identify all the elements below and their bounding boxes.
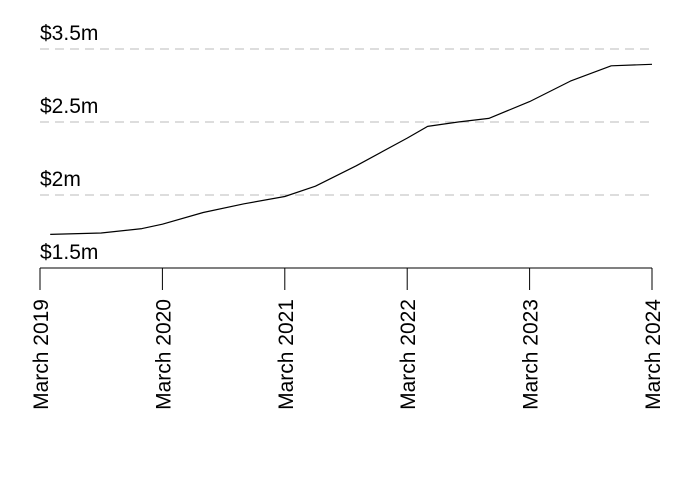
x-tick-label: March 2023 [520,299,543,410]
x-tick-label: March 2019 [30,299,53,410]
y-tick-label: $3.5m [40,22,98,45]
y-tick-label: $2.5m [40,95,98,118]
y-tick-label: $1.5m [40,241,98,264]
x-tick-label: March 2020 [152,299,175,410]
x-tick-label: March 2024 [642,299,665,410]
x-tick-label: March 2022 [397,299,420,410]
y-tick-label: $2m [40,168,81,191]
line [50,63,653,235]
x-tick-label: March 2021 [275,299,298,410]
